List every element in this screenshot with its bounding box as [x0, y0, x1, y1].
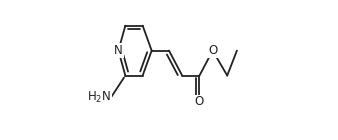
Text: O: O: [208, 44, 217, 57]
Text: O: O: [195, 95, 204, 108]
Text: N: N: [114, 44, 123, 57]
Text: H$_2$N: H$_2$N: [87, 90, 111, 105]
